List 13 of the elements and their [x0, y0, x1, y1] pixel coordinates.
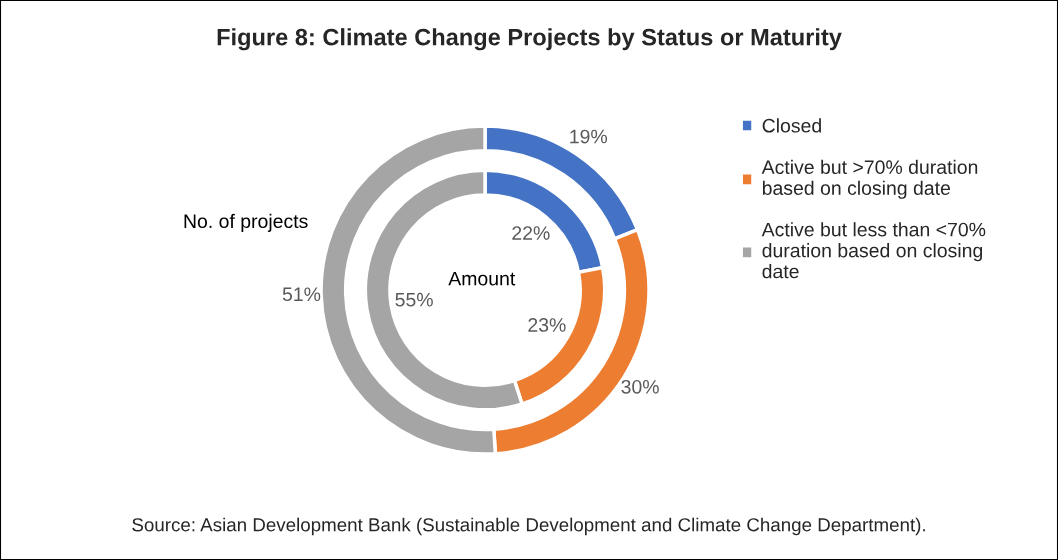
- legend-label: Closed: [762, 118, 821, 133]
- legend-label: Active but >70% duration based on closing date: [761, 159, 978, 199]
- data-label: 23%: [528, 318, 566, 332]
- source-note: Source: Asian Development Bank (Sustainable Development and Climate Change Department).: [132, 517, 925, 536]
- data-label: 30%: [621, 379, 659, 394]
- data-label: 22%: [512, 226, 550, 240]
- data-label: 19%: [570, 129, 608, 144]
- slice-label: No. of projects: [184, 213, 308, 232]
- chart-title: Figure 8: Climate Change Projects by Status or Maturity: [217, 28, 842, 51]
- data-label: 55%: [395, 292, 433, 307]
- data-label: 51%: [282, 287, 321, 302]
- legend-label: Active but less than <70% duration based on closing date: [761, 222, 986, 279]
- slice-label: Amount: [448, 271, 516, 286]
